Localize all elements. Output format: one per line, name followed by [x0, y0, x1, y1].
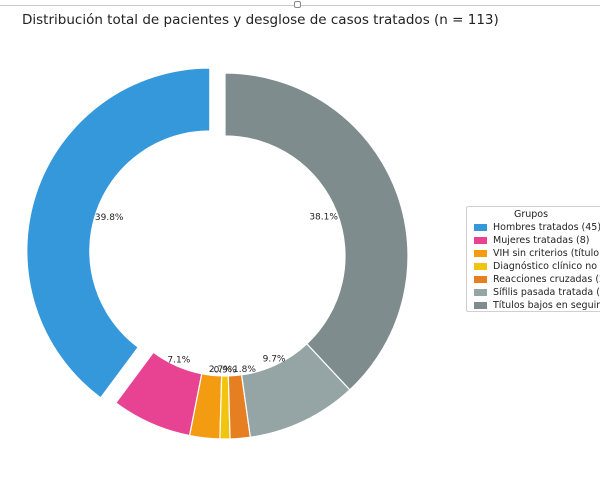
- slice-label-0: 39.8%: [95, 213, 124, 223]
- legend-label-4: Reacciones cruzadas (2): [493, 274, 600, 285]
- slice-label-6: 38.1%: [309, 213, 338, 223]
- legend-title: Grupos: [513, 209, 549, 220]
- resize-handle[interactable]: [294, 1, 301, 8]
- legend-label-3: Diagnóstico clínico no tra: [493, 261, 600, 272]
- legend-entry-3: Diagnóstico clínico no tra: [467, 260, 600, 273]
- legend-label-6: Títulos bajos en seguimie: [493, 300, 600, 311]
- legend-entries: Hombres tratados (45) Mujeres tratadas (8…: [467, 221, 600, 311]
- legend-entry-0: Hombres tratados (45): [467, 221, 600, 234]
- slice-label-3: 0.9%: [214, 366, 237, 376]
- legend-entry-6: Títulos bajos en seguimie: [467, 299, 600, 311]
- legend-swatch-3: [474, 263, 487, 270]
- legend-swatch-2: [474, 250, 487, 257]
- slice-6: [224, 72, 409, 391]
- slice-label-5: 9.7%: [263, 354, 286, 364]
- legend-label-1: Mujeres tratadas (8): [493, 235, 590, 246]
- legend-swatch-6: [474, 302, 487, 309]
- slice-label-2: 2.7%: [209, 365, 232, 375]
- legend-swatch-1: [474, 237, 487, 244]
- slice-label-4: 1.8%: [233, 365, 256, 375]
- legend-label-0: Hombres tratados (45): [493, 222, 600, 233]
- legend-swatch-0: [474, 224, 487, 231]
- legend-label-2: VIH sin criterios (título al: [493, 248, 600, 259]
- chart-title: Distribución total de pacientes y desglo…: [22, 12, 499, 28]
- legend-label-5: Sífilis pasada tratada (11: [493, 287, 600, 298]
- legend-entry-1: Mujeres tratadas (8): [467, 234, 600, 247]
- legend: Grupos Hombres tratados (45) Mujeres trat…: [466, 206, 600, 312]
- legend-entry-5: Sífilis pasada tratada (11: [467, 286, 600, 299]
- legend-swatch-4: [474, 276, 487, 283]
- legend-swatch-5: [474, 289, 487, 296]
- slice-0: [26, 67, 211, 399]
- slice-label-1: 7.1%: [167, 356, 190, 366]
- legend-entry-2: VIH sin criterios (título al: [467, 247, 600, 260]
- legend-entry-4: Reacciones cruzadas (2): [467, 273, 600, 286]
